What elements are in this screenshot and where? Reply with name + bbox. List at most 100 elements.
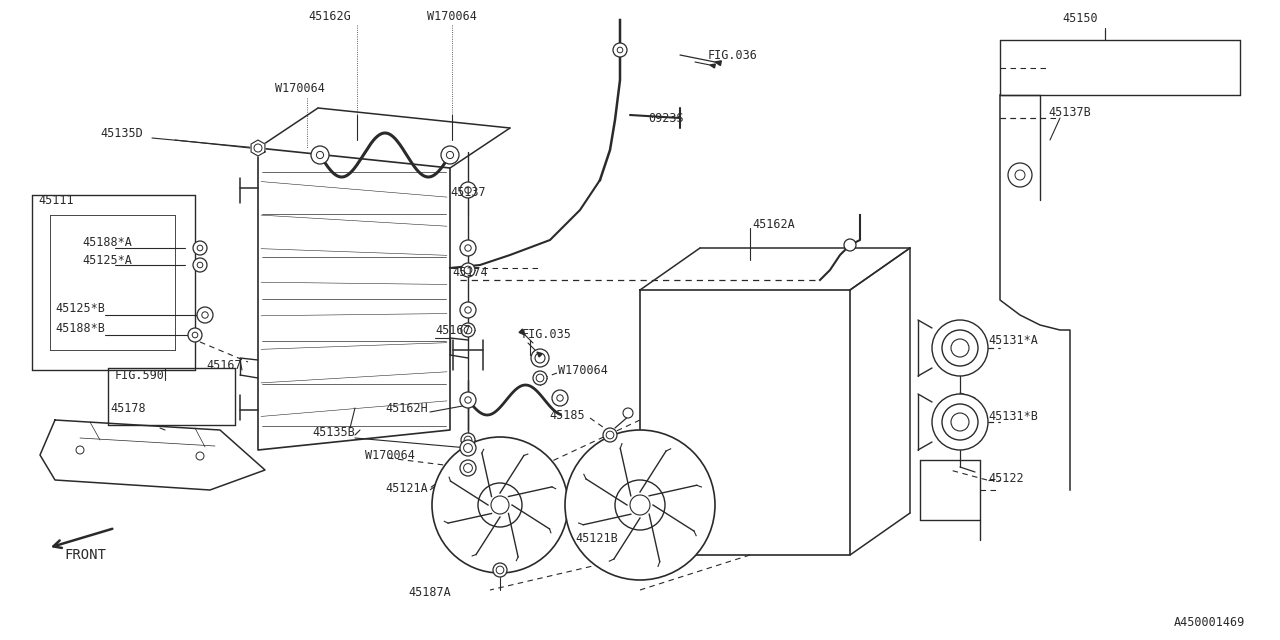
Circle shape bbox=[497, 566, 504, 574]
Circle shape bbox=[76, 446, 84, 454]
Circle shape bbox=[465, 397, 471, 403]
Polygon shape bbox=[538, 352, 541, 357]
Circle shape bbox=[613, 43, 627, 57]
Text: 45125*B: 45125*B bbox=[55, 301, 105, 314]
Circle shape bbox=[197, 245, 202, 251]
Text: FRONT: FRONT bbox=[64, 548, 106, 562]
Text: 45131*B: 45131*B bbox=[988, 410, 1038, 422]
Circle shape bbox=[844, 239, 856, 251]
Circle shape bbox=[433, 437, 568, 573]
Text: 45122: 45122 bbox=[988, 472, 1024, 484]
Circle shape bbox=[492, 496, 509, 514]
Text: W170064: W170064 bbox=[275, 81, 325, 95]
Text: 45135D: 45135D bbox=[100, 127, 143, 140]
Circle shape bbox=[192, 332, 198, 338]
Circle shape bbox=[197, 262, 202, 268]
Circle shape bbox=[461, 433, 475, 447]
Circle shape bbox=[951, 339, 969, 357]
Text: 0923S: 0923S bbox=[648, 111, 684, 125]
Circle shape bbox=[465, 266, 472, 274]
Text: FIG.590: FIG.590 bbox=[115, 369, 165, 381]
Text: 45178: 45178 bbox=[110, 401, 146, 415]
Circle shape bbox=[316, 152, 324, 159]
Circle shape bbox=[532, 371, 547, 385]
Text: 45137B: 45137B bbox=[1048, 106, 1091, 118]
Circle shape bbox=[193, 241, 207, 255]
Circle shape bbox=[607, 431, 614, 439]
Circle shape bbox=[463, 463, 472, 472]
Circle shape bbox=[447, 152, 453, 159]
Text: 45162A: 45162A bbox=[753, 218, 795, 230]
Circle shape bbox=[461, 323, 475, 337]
Text: 45162H: 45162H bbox=[385, 401, 428, 415]
Polygon shape bbox=[710, 64, 716, 68]
Circle shape bbox=[564, 430, 716, 580]
Text: 45162G: 45162G bbox=[308, 10, 352, 22]
Circle shape bbox=[557, 395, 563, 401]
Circle shape bbox=[1009, 163, 1032, 187]
Text: 45137: 45137 bbox=[451, 186, 486, 198]
Text: W170064: W170064 bbox=[365, 449, 415, 461]
Circle shape bbox=[1015, 170, 1025, 180]
Circle shape bbox=[253, 144, 262, 152]
Text: 45187A: 45187A bbox=[408, 586, 452, 598]
Circle shape bbox=[932, 320, 988, 376]
Polygon shape bbox=[520, 329, 525, 335]
Circle shape bbox=[477, 483, 522, 527]
Circle shape bbox=[465, 436, 472, 444]
Text: 45188*A: 45188*A bbox=[82, 236, 132, 248]
Text: FIG.035: FIG.035 bbox=[522, 328, 572, 340]
Circle shape bbox=[461, 263, 475, 277]
Circle shape bbox=[460, 440, 476, 456]
Text: 45167: 45167 bbox=[206, 358, 242, 371]
Circle shape bbox=[460, 182, 476, 198]
Circle shape bbox=[493, 563, 507, 577]
Circle shape bbox=[196, 452, 204, 460]
Circle shape bbox=[202, 312, 209, 318]
Text: 45167: 45167 bbox=[435, 323, 471, 337]
Circle shape bbox=[460, 392, 476, 408]
Circle shape bbox=[188, 328, 202, 342]
Circle shape bbox=[942, 330, 978, 366]
Text: 45174: 45174 bbox=[452, 266, 488, 278]
Circle shape bbox=[942, 404, 978, 440]
Circle shape bbox=[465, 187, 471, 193]
Text: 45125*A: 45125*A bbox=[82, 253, 132, 266]
Text: W170064: W170064 bbox=[428, 10, 477, 22]
Circle shape bbox=[460, 460, 476, 476]
Circle shape bbox=[197, 307, 212, 323]
Circle shape bbox=[603, 428, 617, 442]
Circle shape bbox=[951, 413, 969, 431]
Polygon shape bbox=[716, 61, 722, 65]
Circle shape bbox=[460, 302, 476, 318]
Circle shape bbox=[552, 390, 568, 406]
Circle shape bbox=[193, 258, 207, 272]
Text: FIG.036: FIG.036 bbox=[708, 49, 758, 61]
Text: 45121B: 45121B bbox=[575, 531, 618, 545]
Circle shape bbox=[531, 349, 549, 367]
Text: 45121A: 45121A bbox=[385, 481, 428, 495]
Circle shape bbox=[932, 394, 988, 450]
Text: W170064: W170064 bbox=[558, 364, 608, 376]
Circle shape bbox=[460, 240, 476, 256]
Text: 45185: 45185 bbox=[549, 408, 585, 422]
Circle shape bbox=[463, 444, 472, 452]
Circle shape bbox=[465, 326, 472, 334]
Polygon shape bbox=[251, 140, 265, 156]
Text: 45188*B: 45188*B bbox=[55, 321, 105, 335]
Circle shape bbox=[311, 146, 329, 164]
Text: 45135B: 45135B bbox=[312, 426, 355, 438]
Circle shape bbox=[442, 146, 460, 164]
Circle shape bbox=[617, 47, 623, 53]
Text: 45111: 45111 bbox=[38, 193, 74, 207]
Circle shape bbox=[465, 307, 471, 313]
Circle shape bbox=[535, 353, 545, 363]
Text: A450001469: A450001469 bbox=[1174, 616, 1245, 628]
Circle shape bbox=[465, 245, 471, 252]
Circle shape bbox=[536, 374, 544, 382]
Text: 45131*A: 45131*A bbox=[988, 333, 1038, 346]
Circle shape bbox=[623, 408, 634, 418]
Circle shape bbox=[630, 495, 650, 515]
Text: 45150: 45150 bbox=[1062, 12, 1098, 24]
Circle shape bbox=[536, 355, 544, 362]
